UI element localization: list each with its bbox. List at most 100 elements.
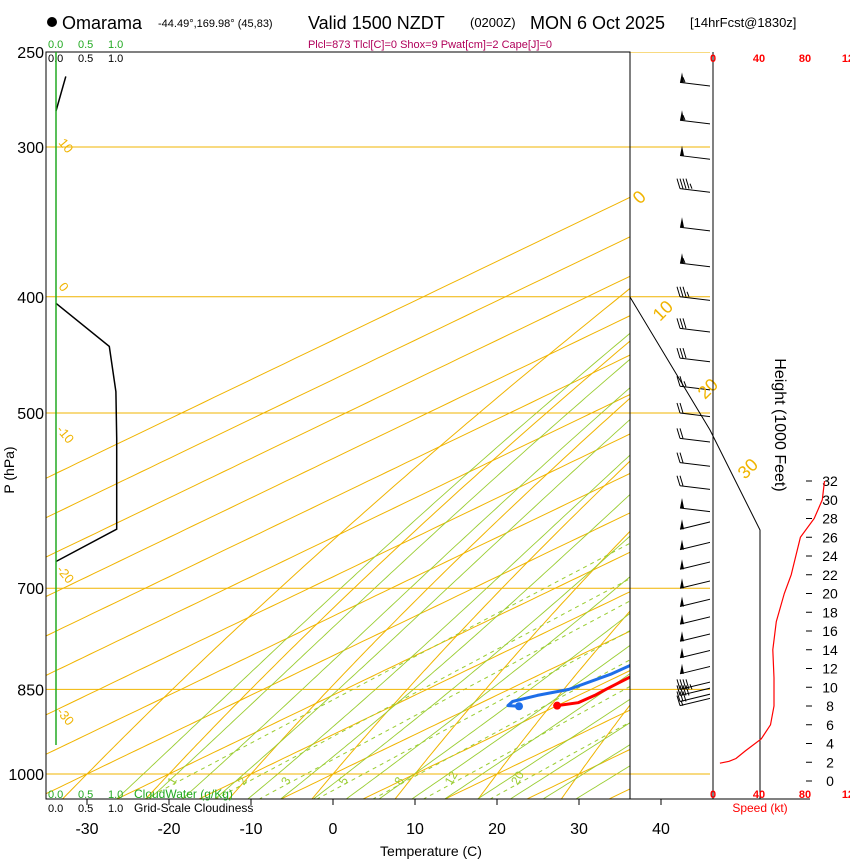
wind-barb-pennant xyxy=(680,596,684,607)
wind-barb-half-flag xyxy=(680,700,684,706)
wind-barb-pennant xyxy=(680,631,684,642)
wind-barb xyxy=(676,178,710,193)
wind-barb-flag xyxy=(679,318,684,329)
height-tick-label: 24 xyxy=(822,548,838,564)
wind-barb xyxy=(679,614,710,625)
isotherm-line xyxy=(46,472,630,755)
wind-barb-flag xyxy=(682,318,687,329)
speed-tick-label: 80 xyxy=(799,53,811,65)
wind-barb-staff xyxy=(679,507,710,513)
isotherm-line xyxy=(46,315,630,598)
speed-tick-label: 80 xyxy=(799,789,811,801)
cloud-scale-label: 0.5 xyxy=(78,53,93,65)
wind-barb-flag xyxy=(676,691,681,702)
wind-barb-staff xyxy=(679,385,710,391)
moist-adiabat-line xyxy=(181,387,630,799)
wind-barb-pennant xyxy=(680,253,684,264)
wind-barb xyxy=(676,428,710,443)
speed-tick-label: 0 xyxy=(710,789,716,801)
wind-barb-flag xyxy=(682,679,687,690)
wind-barb-staff xyxy=(679,616,710,625)
isotherm-line xyxy=(115,551,630,799)
wind-barb-staff xyxy=(679,226,710,232)
x-tick-label: -30 xyxy=(75,821,98,838)
wind-barb xyxy=(679,631,710,642)
dry-adiabat-line xyxy=(144,340,630,799)
temperature-surface-point xyxy=(553,701,562,710)
wind-barb xyxy=(679,539,710,551)
cloud-scale-label: 0.5 xyxy=(78,39,93,51)
pressure-tick-label: 500 xyxy=(17,406,44,423)
moist-adiabat-line xyxy=(345,576,630,799)
wind-barb-staff xyxy=(679,81,710,87)
wind-barb-flag xyxy=(682,685,687,696)
dry-adiabat-line xyxy=(644,31,850,800)
wind-barb-half-flag xyxy=(682,115,686,121)
height-tick-label: 8 xyxy=(826,698,834,714)
dry-adiabat-line xyxy=(61,287,630,799)
pressure-tick-label: 250 xyxy=(17,45,44,62)
wind-barb-staff xyxy=(679,327,710,333)
moist-adiabat-line xyxy=(247,454,630,799)
wind-barb-pennant xyxy=(680,647,684,658)
height-tick-label: 12 xyxy=(822,661,838,677)
x-tick-label: 10 xyxy=(406,821,424,838)
moist-adiabat-line xyxy=(279,493,630,799)
wind-barb-half-flag xyxy=(689,183,693,189)
moist-adiabat-line xyxy=(411,644,630,799)
plot-frame xyxy=(45,51,631,800)
cloud-scale-label: 0.5 xyxy=(78,789,93,801)
wind-barb-half-flag xyxy=(689,684,693,690)
wind-barb-pennant xyxy=(680,559,684,570)
mixing-ratio-line xyxy=(214,578,630,799)
wind-barb-staff xyxy=(679,633,710,642)
wind-barb-pennant xyxy=(680,539,684,550)
isotherm-line xyxy=(46,433,630,716)
wind-barb-staff xyxy=(679,188,710,193)
cloud-scale-label: 1.0 xyxy=(108,39,123,51)
wind-barb xyxy=(676,695,710,707)
height-tick-label: 4 xyxy=(826,736,834,752)
wind-barb-flag xyxy=(676,679,681,690)
forecast-date: MON 6 Oct 2025 xyxy=(530,13,665,33)
cloud-scale-label: 0.5 xyxy=(78,803,93,815)
wind-barb-flag xyxy=(679,428,684,439)
height-tick-label: 20 xyxy=(822,586,838,602)
cloud-scale-label: 0.0 xyxy=(48,39,63,51)
wind-speed-profile xyxy=(719,480,826,764)
isotherm-line xyxy=(279,630,630,799)
x-tick-label: 30 xyxy=(570,821,588,838)
wind-barb-flag xyxy=(676,178,681,189)
isotherm-line xyxy=(46,354,630,637)
wind-barb-pennant xyxy=(680,614,684,625)
wind-barb xyxy=(676,452,710,467)
cloud-scale-label: 0.0 xyxy=(48,789,63,801)
wind-barb-staff xyxy=(679,666,710,675)
zulu-time: (0200Z) xyxy=(470,15,516,30)
wind-barb-pennant xyxy=(680,217,684,228)
wind-barb-flag xyxy=(679,347,684,359)
wind-barb-pennant xyxy=(680,578,684,589)
temperature-line xyxy=(556,675,630,708)
speed-tick-label: 120 xyxy=(842,789,850,801)
isotherm-line xyxy=(443,709,630,799)
pressure-axis-title: P (hPa) xyxy=(1,446,17,493)
pressure-tick-label: 700 xyxy=(17,581,44,598)
moist-adiabat-line xyxy=(214,418,630,799)
isotherm-label-left: -30 xyxy=(54,704,78,728)
wind-barb-flag xyxy=(679,452,684,463)
valid-time: Valid 1500 NZDT xyxy=(308,13,445,33)
wind-barb xyxy=(679,559,710,570)
wind-barb-flag xyxy=(676,685,681,696)
isotherm-line xyxy=(46,196,630,479)
speed-tick-label: 0 xyxy=(710,53,716,65)
cloud-scale-label: 0.0 xyxy=(48,803,63,815)
height-tick-label: 16 xyxy=(822,623,838,639)
cloud-scale-label: 1.0 xyxy=(108,789,123,801)
wind-barb-staff xyxy=(679,521,710,530)
isotherm-label: 30 xyxy=(734,455,762,483)
x-tick-label: -20 xyxy=(157,821,180,838)
moist-adiabat-line xyxy=(378,612,630,799)
isotherm-label: 0 xyxy=(629,187,650,208)
